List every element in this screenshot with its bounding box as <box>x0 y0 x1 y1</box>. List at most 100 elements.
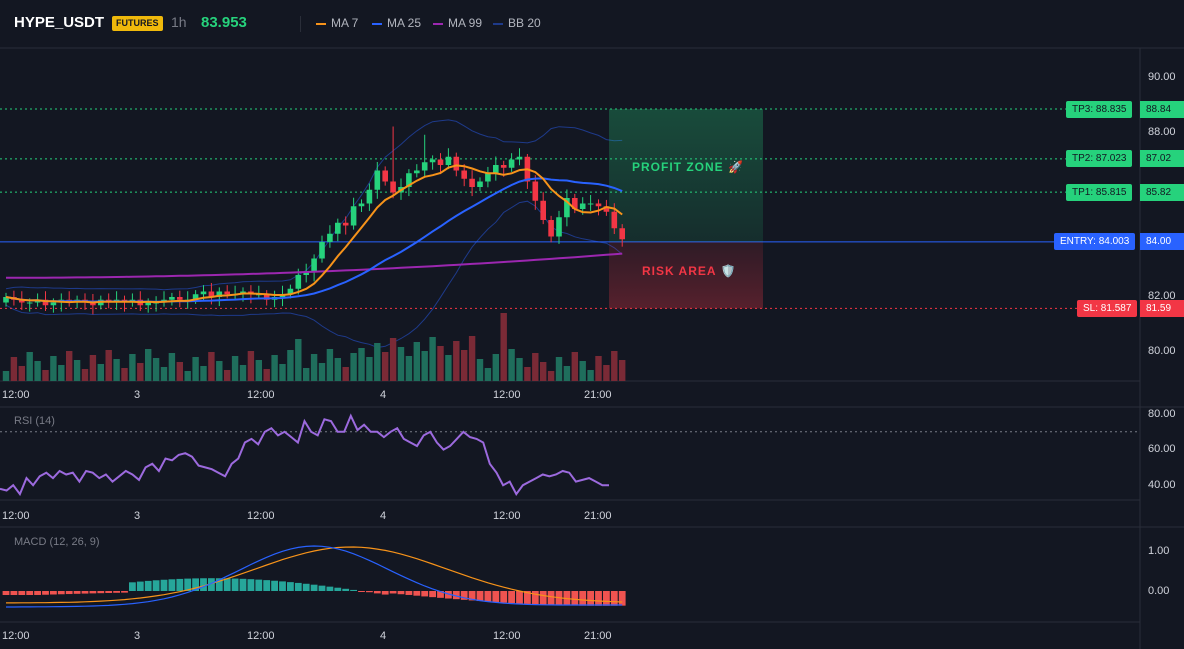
volume-bar <box>303 368 310 381</box>
volume-bar <box>216 361 223 381</box>
legend-ma25[interactable]: MA 25 <box>372 16 421 30</box>
legend-bb20[interactable]: BB 20 <box>493 16 541 30</box>
candle-body <box>50 302 57 306</box>
candle-body <box>3 297 9 303</box>
interval-label[interactable]: 1h <box>171 14 187 30</box>
rsi-tick-80: 80.00 <box>1148 408 1176 420</box>
macd-histogram-bar <box>373 591 381 594</box>
volume-bar <box>310 354 318 381</box>
entry-level-tag: ENTRY: 84.003 <box>1054 233 1136 251</box>
time-tick: 21:00 <box>584 630 612 642</box>
volume-bar <box>145 349 152 381</box>
volume-bar <box>152 358 160 381</box>
volume-bar <box>247 351 255 381</box>
macd-histogram-bar <box>500 591 508 603</box>
bb-lower-line <box>5 200 623 349</box>
tp2-level-tag: TP2: 87.023 <box>1066 150 1133 168</box>
volume-bar <box>476 359 484 381</box>
rsi-title: RSI (14) <box>14 415 55 427</box>
candle-body <box>42 299 49 306</box>
volume-bar <box>358 348 365 381</box>
price-tick-90: 90.00 <box>1148 71 1176 83</box>
volume-bar <box>484 368 492 381</box>
macd-histogram-bar <box>105 591 113 593</box>
macd-histogram-bar <box>121 591 128 593</box>
volume-bar <box>239 365 247 381</box>
macd-histogram-bar <box>381 591 389 595</box>
macd-histogram-bar <box>405 591 413 595</box>
symbol-name[interactable]: HYPE_USDT <box>14 14 105 31</box>
sl-level-tag: SL: 81.587 <box>1077 299 1138 317</box>
volume-bar <box>516 358 523 381</box>
macd-histogram-bar <box>97 591 105 594</box>
macd-histogram-bar <box>18 591 26 595</box>
macd-histogram-bar <box>200 578 207 591</box>
candle-body <box>453 156 460 171</box>
sl-axis-label: 81.59 <box>1140 299 1184 317</box>
ma7-swatch <box>316 22 326 25</box>
macd-histogram-bar <box>255 579 263 591</box>
legend-ma7-label: MA 7 <box>331 16 359 30</box>
macd-histogram-bar <box>2 591 10 595</box>
ma7-line <box>5 164 623 304</box>
volume-bar <box>421 351 428 381</box>
macd-histogram-bar <box>279 581 286 591</box>
volume-bar <box>334 358 341 381</box>
time-tick: 4 <box>380 510 387 522</box>
bb20-swatch <box>493 22 503 25</box>
volume-bar <box>571 352 578 381</box>
macd-histogram-bar <box>152 580 160 591</box>
legend-ma99[interactable]: MA 99 <box>433 16 482 30</box>
time-tick: 3 <box>134 630 141 642</box>
volume-bar <box>540 362 547 381</box>
volume-bar <box>26 352 33 381</box>
volume-bar <box>524 367 531 381</box>
volume-bar <box>121 368 128 381</box>
macd-histogram-bar <box>42 591 49 595</box>
macd-histogram-bar <box>302 583 310 591</box>
macd-title: MACD (12, 26, 9) <box>14 536 100 548</box>
macd-histogram-bar <box>579 591 587 606</box>
volume-bar <box>429 337 436 381</box>
macd-histogram-bar <box>595 591 602 606</box>
time-tick: 12:00 <box>247 389 275 401</box>
macd-histogram-bar <box>571 591 579 606</box>
macd-histogram-bar <box>484 591 492 602</box>
volume-bar <box>374 343 381 381</box>
macd-histogram-bar <box>65 591 73 595</box>
legend-bb20-label: BB 20 <box>508 16 541 30</box>
legend-ma7[interactable]: MA 7 <box>316 16 358 30</box>
macd-histogram-bar <box>271 580 278 591</box>
volume-bar <box>279 364 286 381</box>
volume-bar <box>508 349 515 381</box>
candle-body <box>461 170 467 179</box>
volume-bar <box>200 366 207 381</box>
price-tick-88: 88.00 <box>1148 126 1176 138</box>
candle-body <box>192 294 199 300</box>
macd-tick-0: 0.00 <box>1148 585 1170 597</box>
volume-bar <box>2 371 10 381</box>
macd-histogram-bar <box>389 591 397 594</box>
candle-body <box>532 181 539 201</box>
macd-histogram-bar <box>437 591 444 598</box>
macd-histogram-bar <box>492 591 500 603</box>
tp3-axis-label: 88.84 <box>1140 100 1184 118</box>
time-tick: 12:00 <box>2 389 30 401</box>
volume-bar <box>532 353 539 381</box>
macd-histogram-bar <box>215 578 223 591</box>
macd-histogram-bar <box>508 591 515 604</box>
header-divider <box>300 16 301 32</box>
macd-tick-1: 1.00 <box>1148 545 1170 557</box>
volume-bar <box>81 369 89 381</box>
futures-badge: FUTURES <box>112 16 163 31</box>
candle-body <box>200 291 207 295</box>
volume-bar <box>66 351 73 381</box>
candle-body <box>603 206 610 212</box>
time-tick: 21:00 <box>584 510 612 522</box>
volume-bar <box>500 313 507 381</box>
volume-bar <box>271 355 278 381</box>
legend-ma25-label: MA 25 <box>387 16 422 30</box>
volume-bar <box>105 350 112 381</box>
chart-header: HYPE_USDT FUTURES 1h 83.953 MA 7 MA 25 M… <box>0 0 1184 48</box>
